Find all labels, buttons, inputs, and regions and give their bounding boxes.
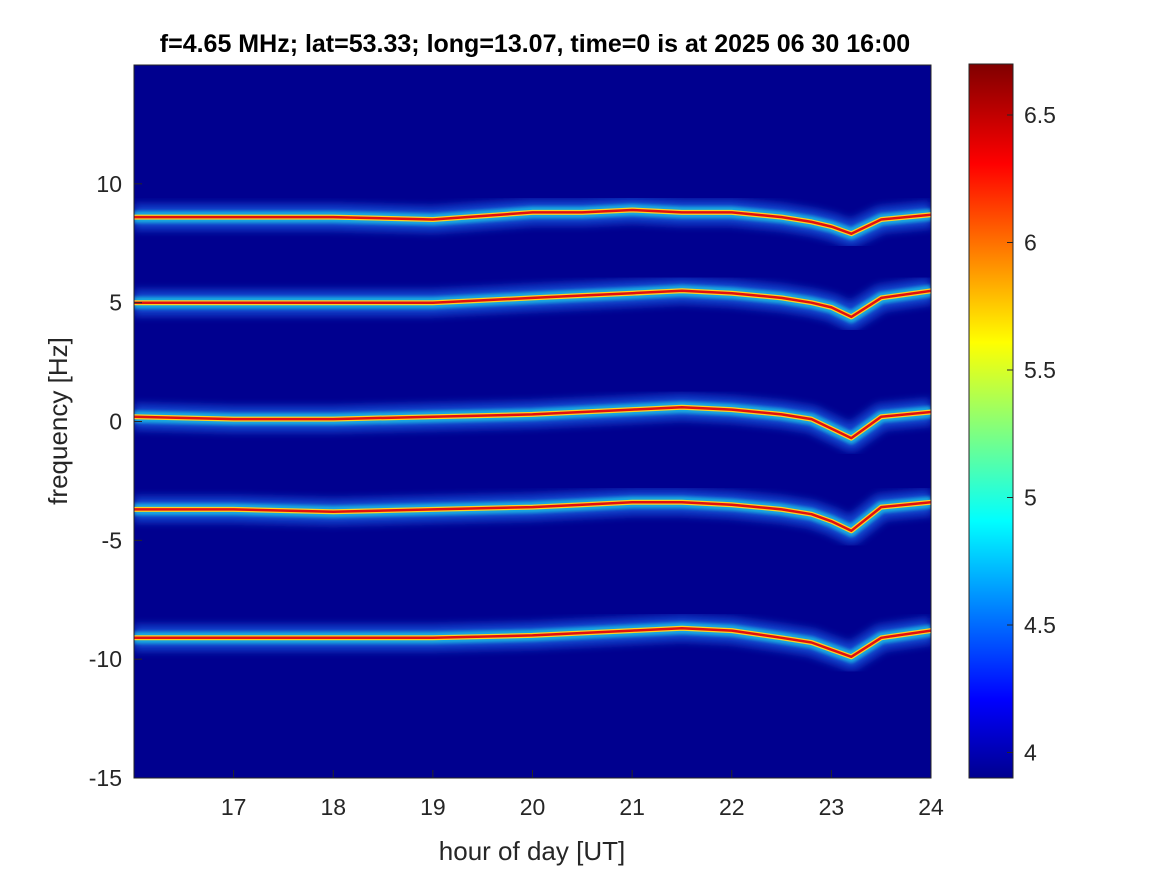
x-tick-label: 18 (320, 794, 346, 820)
trace-4 (134, 489, 931, 544)
trace-3 (134, 394, 931, 452)
x-tick-label: 19 (420, 794, 446, 820)
x-axis: 17 18 19 20 21 22 23 24 (221, 770, 944, 820)
trace-5 (134, 615, 931, 670)
x-tick-label: 17 (221, 794, 247, 820)
x-tick-label: 21 (619, 794, 645, 820)
colorbar (968, 63, 1014, 779)
colorbar-tick-label: 6.5 (1024, 102, 1056, 128)
x-tick-label: 20 (520, 794, 546, 820)
chart-title: f=4.65 MHz; lat=53.33; long=13.07, time=… (160, 30, 910, 58)
colorbar-tick-label: 4.5 (1024, 612, 1056, 638)
colorbar-tick-label: 6 (1024, 230, 1037, 256)
y-axis: 10 5 0 -5 -10 -15 (89, 171, 142, 791)
colorbar-axis: 6.5 6 5.5 5 4.5 4 (1007, 102, 1056, 766)
y-tick-label: -15 (89, 765, 122, 791)
colorbar-tick-label: 5.5 (1024, 357, 1056, 383)
trace-1 (134, 197, 931, 247)
colorbar-tick-label: 4 (1024, 740, 1037, 766)
y-axis-label: frequency [Hz] (43, 337, 73, 505)
x-tick-label: 23 (819, 794, 845, 820)
y-tick-label: 0 (109, 409, 122, 435)
y-tick-label: -5 (102, 527, 122, 553)
y-tick-label: -10 (89, 646, 122, 672)
y-tick-label: 5 (109, 290, 122, 316)
x-tick-label: 24 (918, 794, 944, 820)
x-axis-label: hour of day [UT] (439, 836, 625, 866)
trace-2 (134, 277, 931, 330)
spectral-traces (134, 197, 931, 670)
colorbar-tick-label: 5 (1024, 485, 1037, 511)
y-tick-label: 10 (96, 171, 122, 197)
x-tick-label: 22 (719, 794, 745, 820)
